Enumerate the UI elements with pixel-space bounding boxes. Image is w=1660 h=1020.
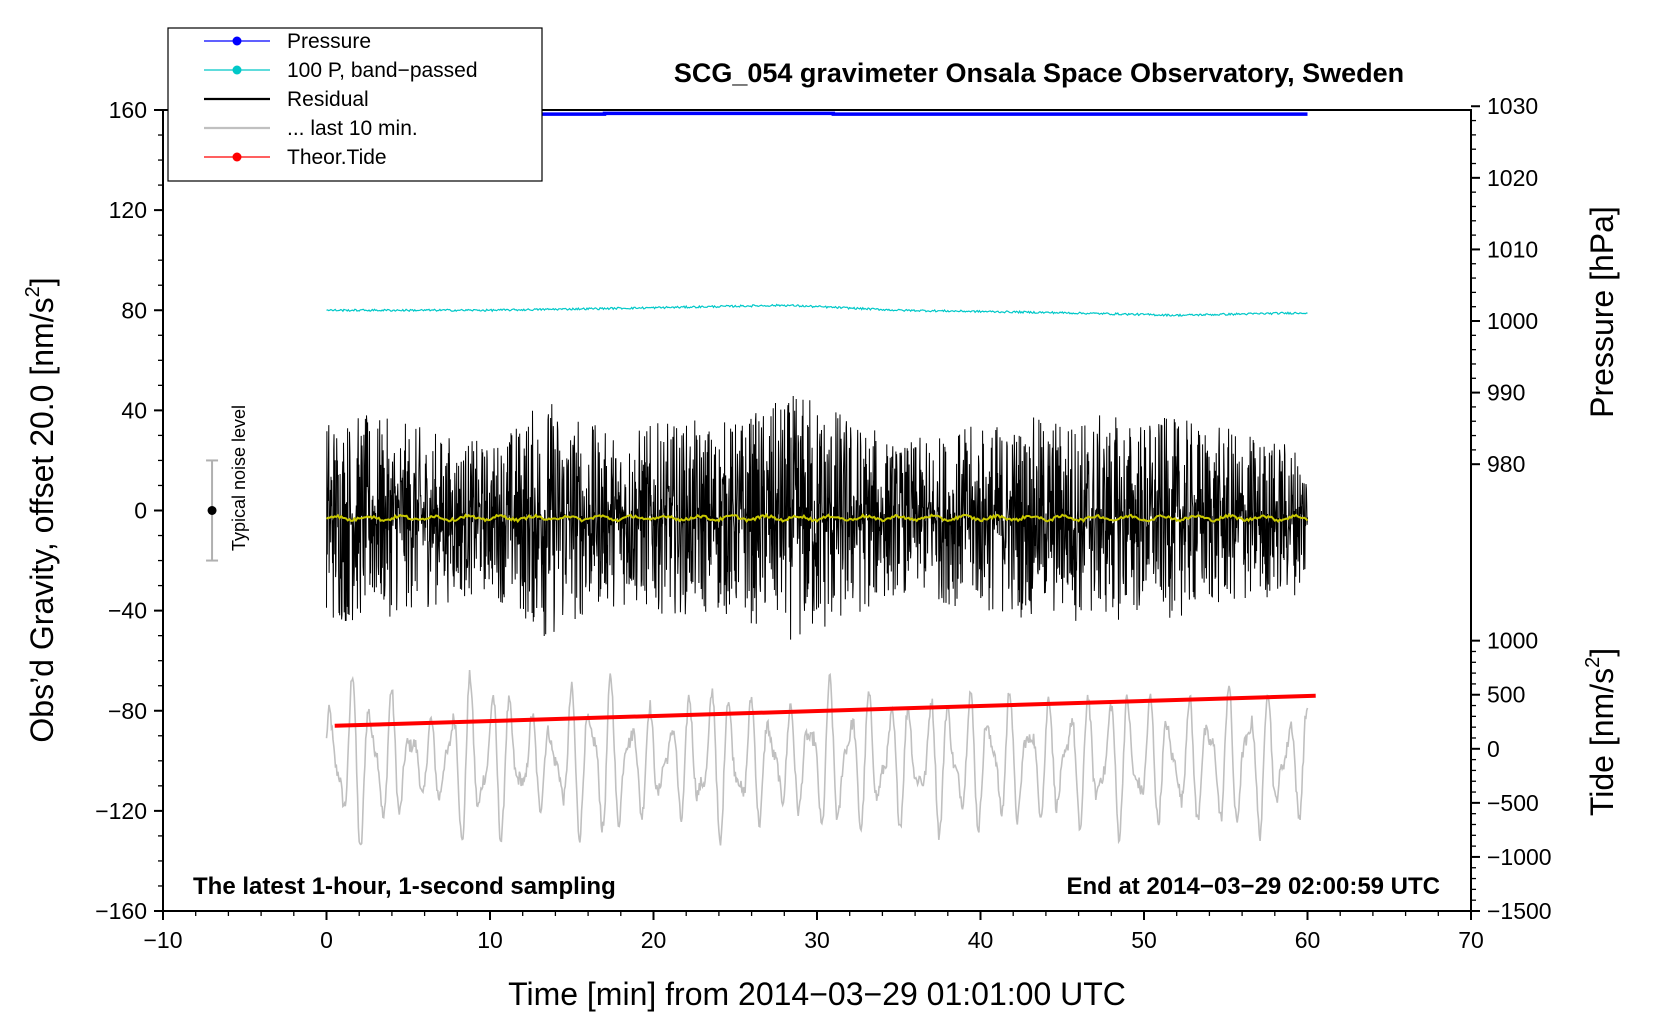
tide-tick-label: −500 — [1487, 790, 1539, 816]
y-axis-left-title: Obs’d Gravity, offset 20.0 [nm/s2] — [22, 277, 60, 742]
band-passed-pressure-line — [326, 303, 1308, 318]
legend-label: ... last 10 min. — [287, 117, 418, 140]
tide-axis-title: Tide [nm/s2] — [1582, 648, 1620, 816]
pressure-tick-label: 1030 — [1487, 93, 1538, 119]
legend-marker — [232, 65, 242, 75]
y-left-tick-label: −40 — [108, 598, 147, 624]
y-left-tick-label: −160 — [95, 898, 147, 924]
x-tick-label: 60 — [1295, 927, 1321, 953]
y-left-tick-label: 80 — [121, 297, 147, 323]
x-tick-label: −10 — [143, 927, 182, 953]
tide-tick-label: 1000 — [1487, 628, 1538, 654]
legend-box — [167, 27, 543, 182]
y-left-tick-label: 40 — [121, 397, 147, 423]
pressure-line — [331, 111, 1308, 116]
y-left-tick-label: 160 — [109, 97, 147, 123]
last-10-min-line — [325, 669, 1309, 846]
legend-label: Residual — [287, 88, 369, 111]
tide-tick-label: 500 — [1487, 682, 1525, 708]
legend-label: Theor.Tide — [287, 146, 387, 169]
theoretical-tide-line — [334, 693, 1316, 728]
y-left-tick-label: 120 — [109, 197, 147, 223]
legend-marker — [232, 36, 242, 46]
x-axis-title: Time [min] from 2014−03−29 01:01:00 UTC — [508, 976, 1126, 1012]
x-tick-label: 70 — [1458, 927, 1484, 953]
y-axis-left-title-main: Obs’d Gravity, offset 20.0 [nm/s — [24, 297, 60, 742]
sampling-note: The latest 1-hour, 1-second sampling — [193, 873, 616, 900]
x-tick-label: 50 — [1131, 927, 1157, 953]
legend: Pressure 100 P, band−passed Residual ... la… — [167, 27, 543, 182]
x-tick-label: 20 — [641, 927, 667, 953]
legend-label: 100 P, band−passed — [287, 59, 478, 82]
residual-line — [326, 395, 1308, 640]
noise-level-indicator: Typical noise level — [206, 405, 249, 562]
tide-tick-label: 0 — [1487, 736, 1500, 762]
chart-title: SCG_054 gravimeter Onsala Space Observat… — [674, 58, 1404, 88]
pressure-axis-title: Pressure [hPa] — [1584, 206, 1620, 418]
tide-axis-title-close: ] — [1584, 648, 1620, 657]
x-tick-label: 30 — [804, 927, 830, 953]
x-tick-label: 40 — [968, 927, 994, 953]
y-left-tick-label: −80 — [108, 698, 147, 724]
y-left-tick-label: 0 — [134, 498, 147, 524]
tide-tick-label: −1000 — [1487, 844, 1552, 870]
residual-smoothed-line — [325, 512, 1309, 524]
legend-label: Pressure — [287, 30, 371, 53]
pressure-tick-label: 1000 — [1487, 308, 1538, 334]
pressure-tick-label: 980 — [1487, 451, 1525, 477]
y-left-tick-label: −120 — [95, 798, 147, 824]
tide-tick-label: −1500 — [1487, 898, 1552, 924]
y-axis-left-title-sup: 2 — [22, 286, 44, 297]
legend-marker — [232, 152, 242, 162]
pressure-tick-label: 1020 — [1487, 165, 1538, 191]
noise-center-dot — [207, 506, 217, 515]
noise-level-label: Typical noise level — [229, 405, 249, 551]
series-layer — [325, 111, 1316, 846]
tide-axis-title-sup: 2 — [1582, 657, 1604, 668]
end-time-note: End at 2014−03−29 02:00:59 UTC — [1066, 873, 1440, 900]
pressure-tick-label: 990 — [1487, 380, 1525, 406]
y-axis-left-title-close: ] — [24, 277, 60, 286]
x-tick-label: 10 — [477, 927, 503, 953]
tide-axis-title-main: Tide [nm/s — [1584, 668, 1620, 816]
x-tick-label: 0 — [320, 927, 333, 953]
pressure-tick-label: 1010 — [1487, 236, 1538, 262]
ticks-layer: −10 0 10 20 30 40 50 60 70−160−120−80−4004080120… — [95, 93, 1551, 953]
